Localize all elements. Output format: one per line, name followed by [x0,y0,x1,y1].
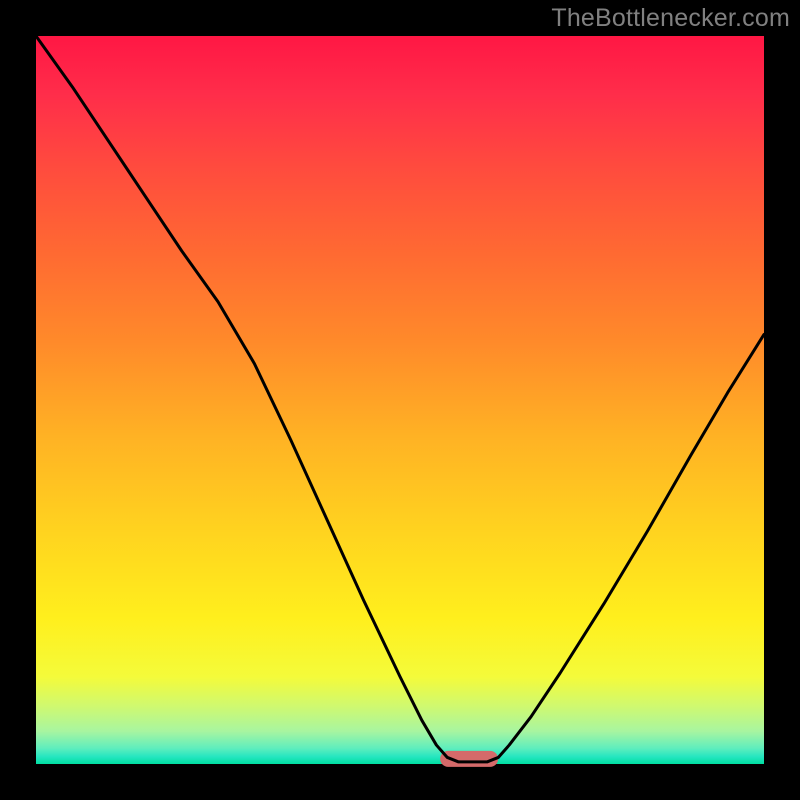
plot-background-gradient [36,36,764,764]
watermark-text: TheBottlenecker.com [551,4,790,33]
bottleneck-chart [0,0,800,800]
